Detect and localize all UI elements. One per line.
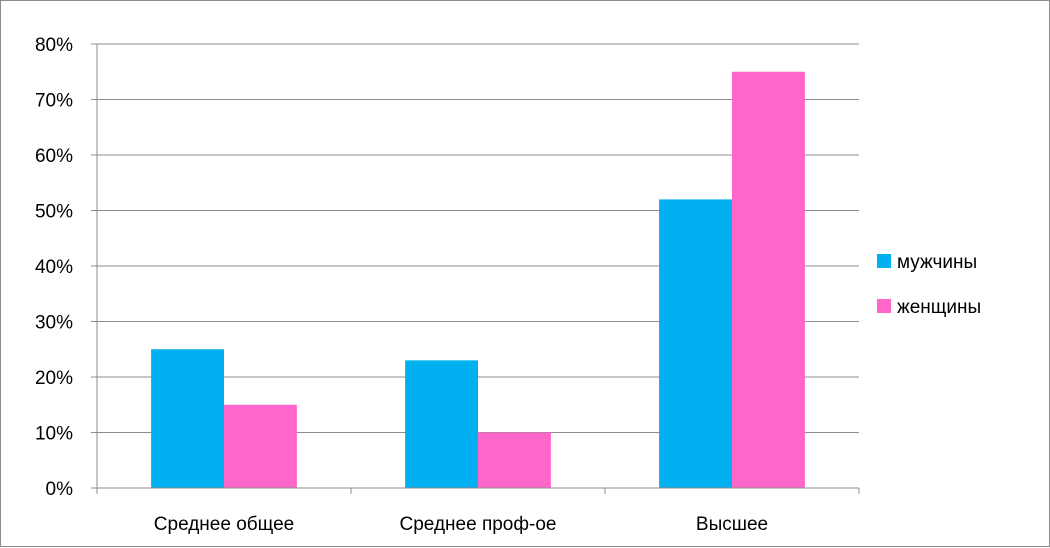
y-tick-label: 30% <box>35 313 73 334</box>
bar-men-2 <box>659 199 732 488</box>
axes <box>91 43 860 494</box>
y-tick-label: 0% <box>46 479 74 500</box>
x-tick-labels: Среднее общее Среднее проф-ое Высшее <box>154 514 768 535</box>
bar-women-0 <box>224 404 297 488</box>
bars <box>151 71 805 488</box>
legend: мужчины женщины <box>877 252 981 318</box>
y-tick-labels: 0% 10% 20% 30% 40% 50% 60% 70% 80% <box>35 35 73 500</box>
y-tick-label: 40% <box>35 257 73 278</box>
y-tick-label: 80% <box>35 35 73 56</box>
y-tick-label: 60% <box>35 146 73 167</box>
legend-swatch-women <box>877 299 891 313</box>
y-tick-label: 20% <box>35 368 73 389</box>
x-tick-label: Высшее <box>696 514 768 535</box>
x-tick-label: Среднее проф-ое <box>400 514 557 535</box>
legend-label-women: женщины <box>897 297 981 318</box>
y-tick-label: 10% <box>35 424 73 445</box>
x-tick-label: Среднее общее <box>154 514 294 535</box>
bar-women-1 <box>478 432 551 488</box>
y-tick-label: 70% <box>35 91 73 112</box>
legend-swatch-men <box>877 254 891 268</box>
bar-women-2 <box>732 71 805 488</box>
bar-men-1 <box>405 360 478 488</box>
y-tick-label: 50% <box>35 202 73 223</box>
legend-label-men: мужчины <box>897 252 977 273</box>
bar-men-0 <box>151 349 224 488</box>
